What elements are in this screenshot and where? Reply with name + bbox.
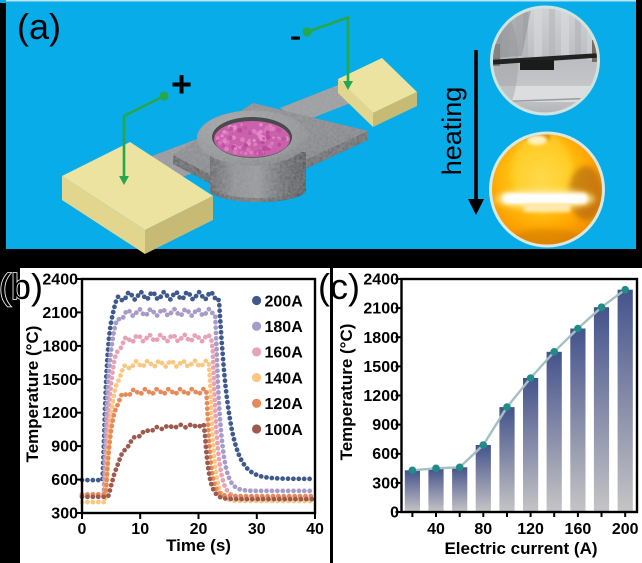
svg-text:1200: 1200 (42, 405, 78, 422)
svg-text:0: 0 (390, 505, 399, 522)
svg-text:1500: 1500 (363, 359, 399, 376)
svg-text:120A: 120A (265, 396, 304, 413)
svg-text:+: + (171, 64, 192, 105)
svg-text:1800: 1800 (363, 330, 399, 347)
svg-text:160: 160 (565, 521, 592, 538)
svg-text:1500: 1500 (42, 372, 78, 389)
svg-text:1800: 1800 (42, 338, 78, 355)
svg-text:300: 300 (51, 506, 78, 523)
svg-text:40: 40 (427, 521, 445, 538)
svg-text:Time (s): Time (s) (166, 536, 231, 555)
svg-text:80: 80 (474, 521, 492, 538)
svg-text:2100: 2100 (42, 305, 78, 322)
svg-text:180A: 180A (265, 319, 304, 336)
svg-text:300: 300 (372, 475, 399, 492)
svg-text:2100: 2100 (363, 301, 399, 318)
svg-text:900: 900 (372, 417, 399, 434)
svg-text:200A: 200A (265, 293, 304, 310)
svg-text:(c): (c) (318, 266, 360, 307)
svg-text:30: 30 (248, 521, 266, 538)
svg-text:heating: heating (437, 87, 467, 176)
svg-text:2400: 2400 (42, 272, 78, 289)
svg-text:0: 0 (78, 521, 87, 538)
svg-text:Electric current (A): Electric current (A) (444, 539, 597, 558)
svg-text:20: 20 (190, 521, 208, 538)
svg-text:600: 600 (51, 472, 78, 489)
svg-text:Temperature (°C): Temperature (°C) (337, 324, 356, 461)
svg-text:10: 10 (131, 521, 149, 538)
svg-text:(b): (b) (0, 266, 43, 307)
svg-text:200: 200 (612, 521, 639, 538)
svg-text:140A: 140A (265, 370, 304, 387)
svg-text:120: 120 (517, 521, 544, 538)
svg-text:600: 600 (372, 446, 399, 463)
svg-text:(a): (a) (17, 6, 61, 47)
svg-text:1200: 1200 (363, 388, 399, 405)
svg-text:100A: 100A (265, 422, 304, 439)
svg-text:2400: 2400 (363, 272, 399, 289)
svg-text:40: 40 (306, 521, 324, 538)
svg-text:Temperature (°C): Temperature (°C) (23, 326, 42, 463)
svg-text:900: 900 (51, 439, 78, 456)
svg-text:160A: 160A (265, 345, 304, 362)
